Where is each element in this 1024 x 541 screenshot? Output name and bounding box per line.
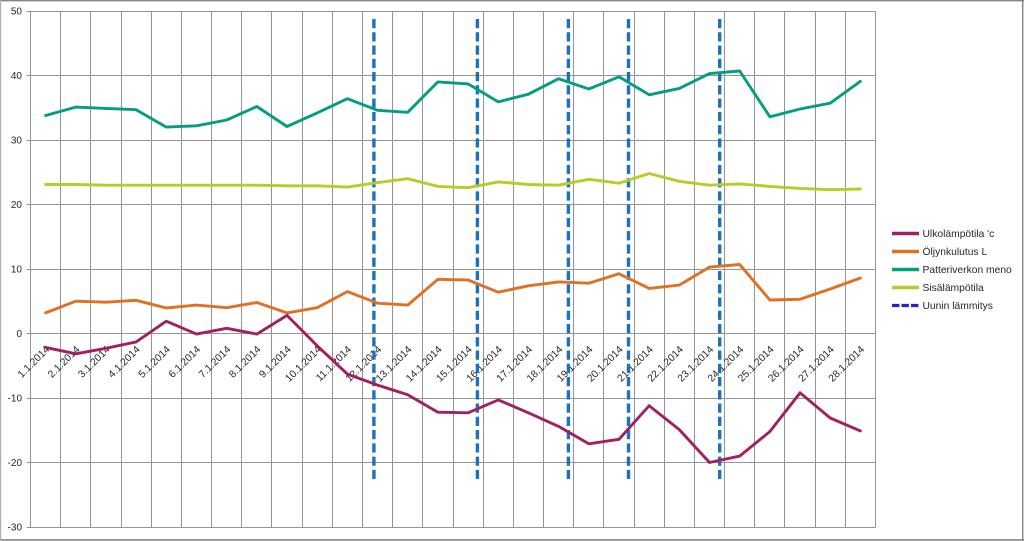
svg-text:-30: -30 <box>8 523 23 534</box>
svg-text:0: 0 <box>16 329 22 340</box>
svg-text:50: 50 <box>11 7 23 18</box>
svg-text:10: 10 <box>11 265 23 276</box>
svg-text:-20: -20 <box>8 458 23 469</box>
svg-text:Sisälämpötila: Sisälämpötila <box>923 283 985 294</box>
svg-text:Uunin lämmitys: Uunin lämmitys <box>923 301 993 312</box>
svg-text:30: 30 <box>11 136 23 147</box>
svg-text:40: 40 <box>11 71 23 82</box>
svg-text:Ulkolämpötila 'c: Ulkolämpötila 'c <box>923 229 995 240</box>
svg-text:Patteriverkon meno: Patteriverkon meno <box>923 265 1013 276</box>
svg-text:-10: -10 <box>8 394 23 405</box>
svg-text:20: 20 <box>11 200 23 211</box>
svg-text:Öljynkulutus L: Öljynkulutus L <box>923 246 988 258</box>
